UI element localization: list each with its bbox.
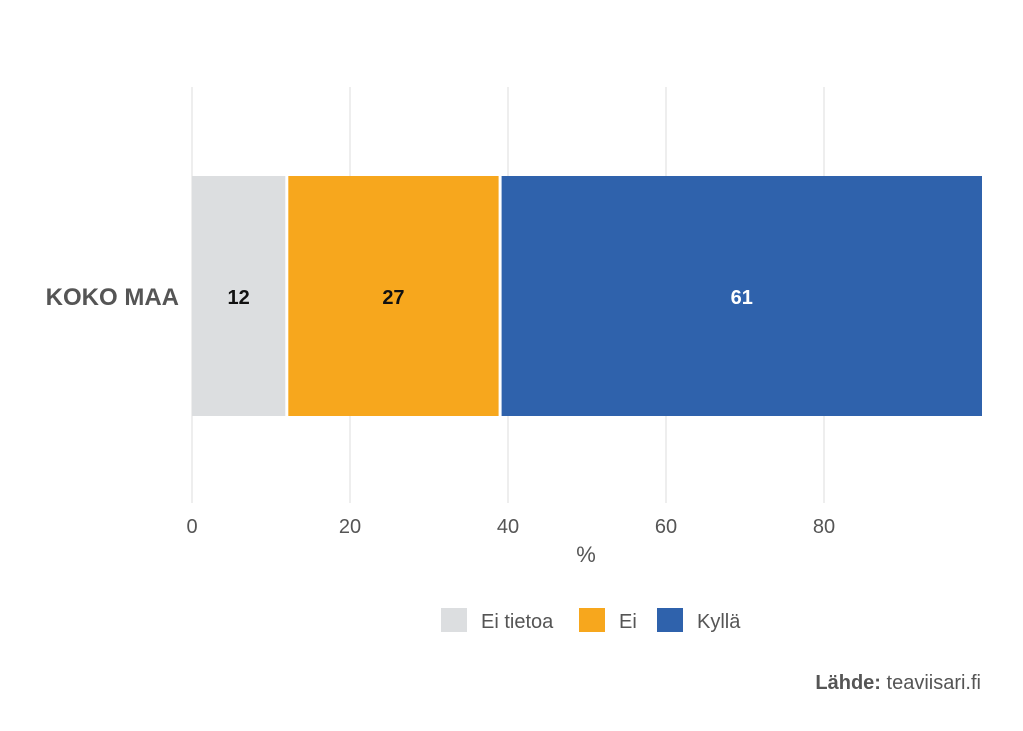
x-tick-label: 80 <box>813 516 835 538</box>
source-note: Lähde: teaviisari.fi <box>815 672 981 695</box>
x-tick-label: 60 <box>655 516 677 538</box>
bar-segment <box>192 176 286 416</box>
x-tick-label: 40 <box>497 516 519 538</box>
bar-segment <box>501 176 982 416</box>
x-tick-labels: 0 20 40 60 80 <box>186 516 835 538</box>
legend-swatch <box>579 608 605 632</box>
bars <box>192 176 982 416</box>
legend-label: Ei tietoa <box>481 611 554 633</box>
bar-value-label: 27 <box>382 287 404 309</box>
source-value: teaviisari.fi <box>886 672 981 694</box>
x-tick-label: 20 <box>339 516 361 538</box>
x-tick-label: 0 <box>186 516 197 538</box>
bar-labels: 12 27 61 <box>228 287 753 309</box>
legend-swatch <box>657 608 683 632</box>
legend-label: Ei <box>619 611 637 633</box>
category-label: KOKO MAA <box>46 284 179 311</box>
legend-swatch <box>441 608 467 632</box>
bar-value-label: 61 <box>731 287 753 309</box>
legend-label: Kyllä <box>697 611 741 633</box>
legend: Ei tietoa Ei Kyllä <box>441 608 741 633</box>
bar-value-label: 12 <box>228 287 250 309</box>
x-axis-title: % <box>576 542 596 567</box>
bar-segment <box>288 176 499 416</box>
category-labels: KOKO MAA <box>46 284 179 311</box>
source-label: Lähde: <box>815 672 881 694</box>
